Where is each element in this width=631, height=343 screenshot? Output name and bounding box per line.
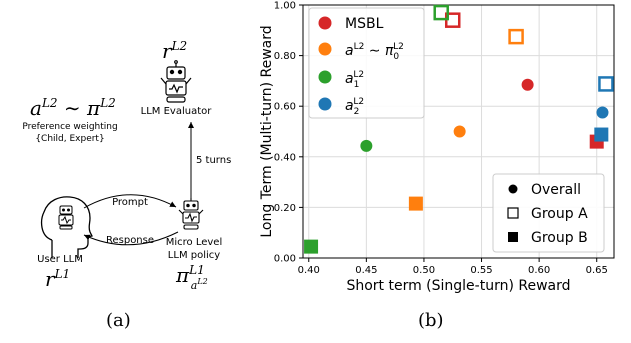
user-symbol: rL1: [45, 267, 70, 291]
x-tick-label: 0.50: [413, 265, 435, 276]
legend-label-group-a: Group A: [531, 206, 588, 222]
turns-label: 5 turns: [196, 155, 231, 166]
y-tick-label: 0.40: [274, 152, 296, 163]
point-overall-series-3: [596, 106, 609, 119]
user-head-icon: [40, 196, 93, 258]
legend-label-pi0: aL2 ∼ π0L2: [345, 42, 404, 62]
legend-marker-group-a: [507, 207, 519, 219]
marker-legend: Overall Group A Group B: [492, 173, 605, 253]
y-tick-label: 0.60: [274, 102, 296, 113]
preference-title: Preference weighting: [22, 122, 117, 132]
x-tick-label: 0.55: [470, 265, 492, 276]
chart-caption: (b): [418, 310, 444, 331]
policy-label-2: LLM policy: [168, 250, 220, 261]
response-label: Response: [106, 235, 154, 246]
y-axis-label: Long Term (Multi-turn) Reward: [259, 25, 275, 237]
top-policy-symbol: aL2 ∼ πL2: [30, 96, 116, 120]
legend-marker-group-b: [508, 232, 518, 242]
x-tick-label: 0.45: [355, 265, 377, 276]
x-tick-label: 0.60: [528, 265, 550, 276]
point-overall-series-1: [453, 125, 466, 138]
point-group-a-series-2: [433, 4, 449, 21]
response-arrow: [83, 231, 179, 246]
scatter-chart: 0.40 0.45 0.50 0.55 0.60 0.65 0.00 0.20 0.40 0.60…: [259, 1, 615, 294]
diagram-panel: rL2 LLM Evaluator aL2 ∼ πL2 Preference w…: [0, 0, 250, 339]
point-group-b-series-1: [408, 196, 423, 211]
legend-label-group-b: Group B: [531, 230, 588, 246]
plot-frame: [302, 4, 615, 259]
x-tick-label: 0.65: [586, 265, 608, 276]
legend-label-a2: a2L2: [345, 97, 364, 117]
point-group-b-series-3: [594, 127, 609, 142]
marker-legend-box: [492, 173, 605, 253]
point-group-b-series-2: [304, 239, 319, 254]
diagram-caption: (a): [106, 310, 131, 331]
evaluator-label: LLM Evaluator: [141, 106, 213, 117]
point-overall-series-2: [360, 139, 373, 152]
point-group-a-series-1: [508, 28, 524, 45]
legend-marker-pi0: [318, 42, 332, 56]
data-marks: [304, 4, 614, 254]
legend-marker-overall: [508, 184, 518, 194]
preference-values: {Child, Expert}: [35, 134, 104, 144]
y-tick-label: 0.20: [274, 203, 296, 214]
legend-marker-a1: [318, 70, 332, 84]
diagram-svg: rL2 LLM Evaluator aL2 ∼ πL2 Preference w…: [22, 39, 231, 292]
series-legend: MSBL aL2 ∼ π0L2 a1L2 a2L2: [308, 7, 425, 119]
y-tick-label: 0.80: [274, 51, 296, 62]
legend-label-a1: a1L2: [345, 70, 364, 90]
policy-symbol: πL1 aL2: [175, 263, 208, 292]
evaluator-robot-icon: [160, 60, 192, 103]
point-group-a-series-3: [598, 76, 614, 92]
point-overall-series-0: [521, 78, 534, 91]
legend-marker-msbl: [318, 16, 332, 30]
legend-marker-a2: [318, 97, 332, 111]
y-tick-label: 1.00: [274, 1, 296, 12]
legend-label-overall: Overall: [531, 182, 581, 198]
series-legend-box: [308, 7, 425, 119]
user-robot-icon: [58, 205, 74, 230]
chart-panel: 0.40 0.45 0.50 0.55 0.60 0.65 0.00 0.20 0.40 0.60…: [250, 0, 631, 339]
prompt-arrow: [83, 194, 177, 209]
policy-label-1: Micro Level: [166, 237, 223, 248]
x-axis-label: Short term (Single-turn) Reward: [346, 278, 570, 294]
axis-ticks: 0.40 0.45 0.50 0.55 0.60 0.65 0.00 0.20 0.40 0.60…: [274, 1, 608, 277]
policy-robot-icon: [178, 198, 204, 230]
y-tick-label: 0.00: [274, 254, 296, 265]
prompt-label: Prompt: [112, 197, 148, 208]
evaluator-symbol: rL2: [162, 39, 187, 63]
legend-label-msbl: MSBL: [345, 16, 384, 32]
user-label: User LLM: [37, 254, 83, 265]
x-tick-label: 0.40: [298, 265, 320, 276]
